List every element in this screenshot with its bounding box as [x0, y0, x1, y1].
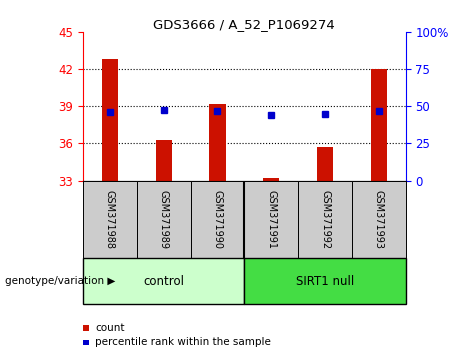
Bar [317, 147, 333, 181]
Bar [352, 181, 406, 258]
Text: GSM371989: GSM371989 [159, 190, 169, 249]
Bar [244, 181, 298, 258]
Bar [263, 178, 279, 181]
Bar [298, 181, 352, 258]
Text: GSM371992: GSM371992 [320, 190, 330, 249]
Bar [83, 258, 244, 304]
Bar [209, 104, 225, 181]
Bar [371, 69, 387, 181]
Title: GDS3666 / A_52_P1069274: GDS3666 / A_52_P1069274 [154, 18, 335, 31]
Text: GSM371990: GSM371990 [213, 190, 223, 249]
Text: GSM371993: GSM371993 [374, 190, 384, 249]
Text: count: count [95, 323, 125, 333]
Bar [102, 59, 118, 181]
Text: SIRT1 null: SIRT1 null [296, 275, 354, 288]
Text: GSM371988: GSM371988 [105, 190, 115, 249]
Text: percentile rank within the sample: percentile rank within the sample [95, 337, 272, 347]
Bar [244, 258, 406, 304]
Bar [155, 140, 171, 181]
Text: GSM371991: GSM371991 [266, 190, 276, 249]
Bar [190, 181, 244, 258]
Bar [137, 181, 190, 258]
Text: control: control [143, 275, 184, 288]
Bar [83, 181, 137, 258]
Text: genotype/variation ▶: genotype/variation ▶ [5, 276, 115, 286]
